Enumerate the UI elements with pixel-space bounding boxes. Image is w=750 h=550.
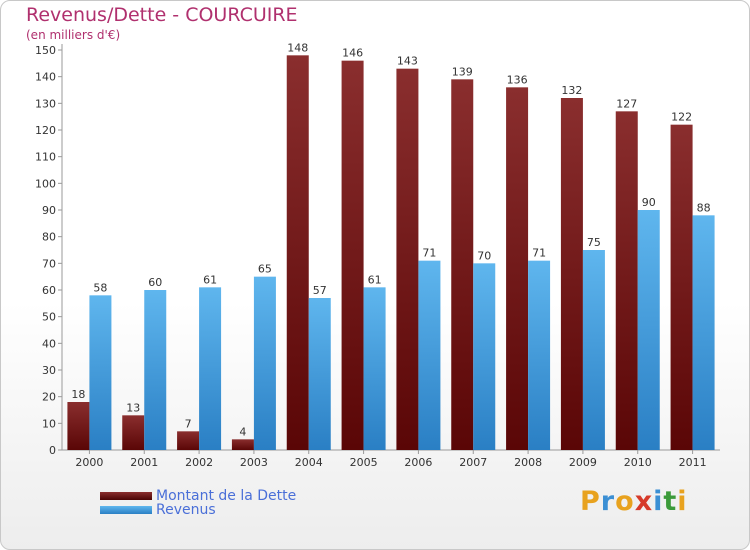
bar-revenue xyxy=(308,298,331,450)
y-tick-label: 0 xyxy=(49,444,56,457)
bar-debt xyxy=(177,431,200,450)
legend-swatch-debt xyxy=(100,492,152,500)
data-label-debt: 4 xyxy=(239,425,246,438)
x-tick-label: 2001 xyxy=(130,456,158,469)
bar-debt xyxy=(67,402,90,450)
y-tick-label: 30 xyxy=(42,364,56,377)
y-tick-label: 110 xyxy=(35,151,56,164)
x-tick-label: 2003 xyxy=(240,456,268,469)
legend-label-revenue: Revenus xyxy=(156,502,216,518)
data-labels: 18 58 13 60 7 61 4 65 148 57 146 61 143 71 139 70 136 71 1… xyxy=(71,41,710,438)
bar-revenue xyxy=(418,260,441,450)
x-tick-label: 2006 xyxy=(404,456,432,469)
bar-debt xyxy=(560,98,583,450)
bar-debt xyxy=(396,68,419,451)
x-tick-label: 2004 xyxy=(295,456,323,469)
data-label-revenue: 75 xyxy=(587,236,601,249)
x-tick-label: 2009 xyxy=(569,456,597,469)
bar-revenue xyxy=(692,215,715,450)
bar-debt xyxy=(506,87,529,450)
bar-revenue xyxy=(473,263,496,450)
data-label-debt: 127 xyxy=(616,97,637,110)
data-label-debt: 13 xyxy=(126,401,140,414)
bar-debt xyxy=(615,111,638,450)
y-tick-label: 50 xyxy=(42,311,56,324)
logo-letter: t xyxy=(663,486,678,517)
data-label-debt: 18 xyxy=(71,388,85,401)
y-tick-label: 80 xyxy=(42,231,56,244)
y-tick-label: 70 xyxy=(42,257,56,270)
bars xyxy=(67,55,715,451)
data-label-revenue: 61 xyxy=(368,273,382,286)
x-tick-label: 2005 xyxy=(350,456,378,469)
y-tick-label: 140 xyxy=(35,71,56,84)
data-label-revenue: 71 xyxy=(422,247,436,260)
bar-revenue xyxy=(144,290,167,450)
data-label-debt: 148 xyxy=(287,41,308,54)
data-label-revenue: 57 xyxy=(313,284,327,297)
y-tick-label: 20 xyxy=(42,391,56,404)
bar-debt xyxy=(341,60,364,451)
chart-subtitle: (en milliers d'€) xyxy=(26,28,121,42)
x-tick-label: 2000 xyxy=(75,456,103,469)
bar-revenue xyxy=(363,287,386,450)
x-tick-label: 2010 xyxy=(624,456,652,469)
data-label-revenue: 71 xyxy=(532,247,546,260)
data-label-debt: 132 xyxy=(561,84,582,97)
x-tick-label: 2008 xyxy=(514,456,542,469)
y-tick-label: 40 xyxy=(42,337,56,350)
data-label-revenue: 90 xyxy=(642,196,656,209)
data-label-debt: 139 xyxy=(452,65,473,78)
bar-revenue xyxy=(582,250,605,450)
legend-swatch-revenue xyxy=(100,506,152,514)
y-tick-label: 130 xyxy=(35,97,56,110)
bar-debt xyxy=(670,124,693,451)
data-label-debt: 122 xyxy=(671,111,692,124)
x-tick-label: 2007 xyxy=(459,456,487,469)
legend-item-revenue: Revenus xyxy=(100,502,216,518)
y-tick-label: 10 xyxy=(42,417,56,430)
data-label-debt: 146 xyxy=(342,47,363,60)
y-tick-label: 120 xyxy=(35,124,56,137)
bar-revenue xyxy=(89,295,112,450)
bar-revenue xyxy=(528,260,551,450)
data-label-revenue: 61 xyxy=(203,273,217,286)
bar-debt xyxy=(122,415,145,450)
bar-debt xyxy=(286,55,309,450)
bar-revenue xyxy=(253,276,276,450)
logo-letter: i xyxy=(677,486,688,517)
data-label-revenue: 58 xyxy=(93,281,107,294)
bar-debt xyxy=(231,439,254,450)
logo-letter: r xyxy=(600,486,616,517)
data-label-revenue: 65 xyxy=(258,263,272,276)
y-tick-label: 60 xyxy=(42,284,56,297)
data-label-revenue: 88 xyxy=(697,201,711,214)
bar-debt xyxy=(451,79,474,450)
x-tick-label: 2011 xyxy=(679,456,707,469)
bar-revenue xyxy=(199,287,222,450)
logo-letter: o xyxy=(615,486,635,517)
data-label-debt: 143 xyxy=(397,55,418,68)
proxiti-logo: Proxiti xyxy=(580,486,688,517)
legend-label-debt: Montant de la Dette xyxy=(156,488,297,504)
data-label-revenue: 70 xyxy=(477,249,491,262)
logo-letter: i xyxy=(653,486,664,517)
x-tick-label: 2002 xyxy=(185,456,213,469)
chart-title: Revenus/Dette - COURCUIRE xyxy=(26,4,298,26)
y-tick-label: 100 xyxy=(35,177,56,190)
logo-letter: x xyxy=(634,486,654,517)
bar-revenue xyxy=(637,210,660,450)
axes: 0 10 20 30 40 50 60 70 80 90 100 110 120 130 140 150 200… xyxy=(35,44,720,469)
data-label-revenue: 60 xyxy=(148,276,162,289)
y-tick-label: 90 xyxy=(42,204,56,217)
y-tick-label: 150 xyxy=(35,44,56,57)
data-label-debt: 7 xyxy=(185,417,192,430)
legend-item-debt: Montant de la Dette xyxy=(100,488,296,504)
data-label-debt: 136 xyxy=(507,73,528,86)
logo-letter: P xyxy=(580,486,601,517)
